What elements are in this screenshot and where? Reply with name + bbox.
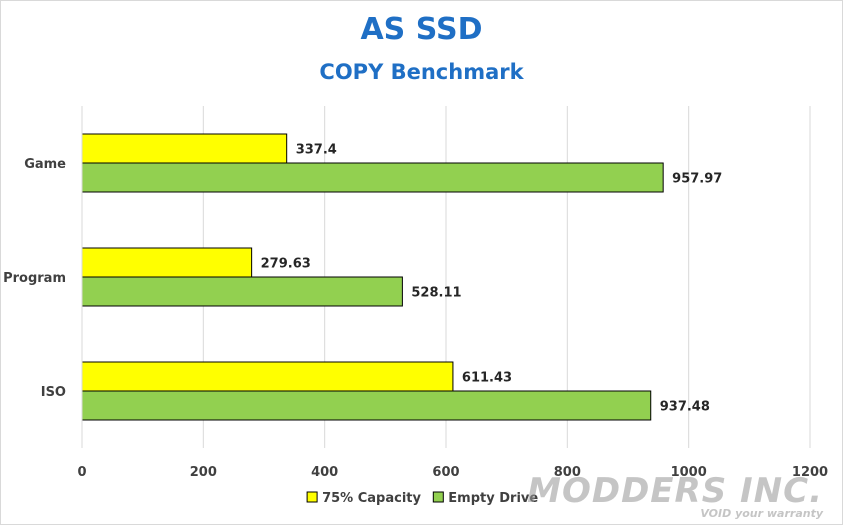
watermark-line2: VOID your warranty bbox=[700, 507, 823, 520]
chart-subtitle: COPY Benchmark bbox=[319, 60, 524, 84]
bar bbox=[81, 162, 664, 193]
watermark-line1: MODDERS INC. bbox=[527, 471, 823, 511]
bar bbox=[81, 361, 454, 392]
bar bbox=[81, 390, 652, 421]
legend-label: 75% Capacity bbox=[322, 491, 421, 506]
x-tick-label: 1200 bbox=[792, 465, 828, 480]
x-tick-label: 600 bbox=[432, 465, 459, 480]
legend-swatch bbox=[432, 491, 444, 503]
watermark-logo: MODDERS INC. VOID your warranty bbox=[527, 474, 823, 519]
legend-swatch bbox=[306, 491, 318, 503]
chart-title: AS SSD bbox=[360, 12, 483, 47]
x-tick-label: 800 bbox=[554, 465, 581, 480]
bar bbox=[81, 247, 253, 278]
x-tick-label: 0 bbox=[77, 465, 86, 480]
data-label: 611.43 bbox=[462, 371, 512, 386]
category-label: Program bbox=[3, 271, 66, 286]
category-label: ISO bbox=[41, 385, 66, 400]
data-label: 937.48 bbox=[660, 400, 710, 415]
x-tick-label: 1000 bbox=[671, 465, 707, 480]
data-label: 528.11 bbox=[411, 286, 461, 301]
category-label: Game bbox=[24, 157, 66, 172]
legend-label: Empty Drive bbox=[448, 491, 538, 506]
data-label: 957.97 bbox=[672, 172, 722, 187]
x-tick-label: 400 bbox=[311, 465, 338, 480]
data-label: 337.4 bbox=[296, 143, 337, 158]
data-label: 279.63 bbox=[261, 257, 311, 272]
bar bbox=[81, 276, 403, 307]
x-tick-label: 200 bbox=[190, 465, 217, 480]
bar bbox=[81, 133, 288, 164]
